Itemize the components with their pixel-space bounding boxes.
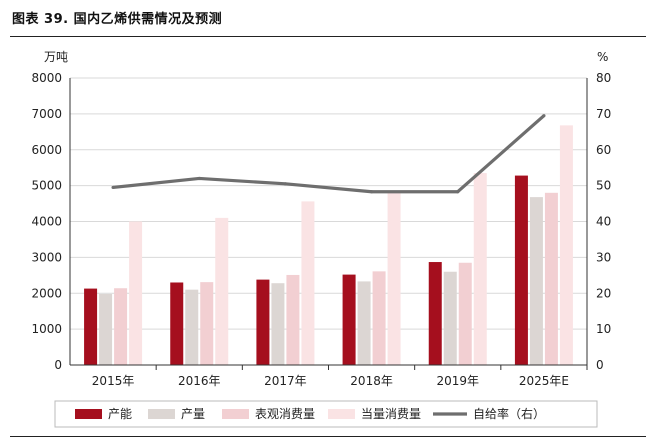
self-sufficiency-point [111,185,115,190]
bar-3 [372,271,386,365]
self-sufficiency-point [283,182,288,186]
bar-1 [428,262,442,365]
self-sufficiency-polyline [112,114,545,194]
bar-4 [215,217,229,365]
legend-swatch [75,409,102,419]
legend-swatch [222,409,249,419]
bar-4 [387,192,401,365]
legend-box [54,400,598,428]
bar-2 [99,293,113,365]
legend-label: 产能 [108,407,132,421]
bar-1 [256,279,270,365]
left-tick-label: 2000 [31,286,62,300]
right-tick-label: 80 [596,71,611,85]
bar-4 [129,221,143,365]
self-sufficiency-point [542,114,546,118]
figure-title: 图表 39. 国内乙烯供需情况及预测 [12,12,223,27]
x-tick-label: 2015年 [92,374,135,388]
left-tick-label: 0 [54,358,62,372]
legend-swatch [148,409,175,419]
bar-4 [559,125,573,365]
bar-3 [200,282,214,365]
left-tick-label: 3000 [31,250,62,264]
left-tick-label: 8000 [31,71,62,85]
self-sufficiency-line [111,114,546,194]
bar-3 [458,262,472,365]
legend-label: 表观消费量 [255,407,315,421]
legend-label: 产量 [181,407,205,421]
x-tick-label: 2019年 [436,374,479,388]
right-tick-label: 10 [596,322,611,336]
axis-labels: 0 1000 2000 3000 4000 5000 6000 7000 8000 0 10 20 30… [31,71,611,388]
bar-3 [544,192,558,365]
title-divider [10,36,646,37]
bar-2 [443,271,457,365]
left-tick-label: 7000 [31,107,62,121]
grid-lines [70,77,587,330]
bar-4 [473,173,487,365]
bar-1 [170,282,184,365]
self-sufficiency-point [369,190,374,194]
bar-2 [529,197,543,365]
left-axis-unit: 万吨 [44,50,68,64]
right-tick-label: 50 [596,179,611,193]
right-tick-label: 60 [596,143,611,157]
bar-1 [342,274,356,365]
left-tick-label: 5000 [31,179,62,193]
bar-2 [357,281,371,365]
bar-3 [286,274,300,365]
right-tick-label: 30 [596,250,611,264]
bar-1 [84,288,98,365]
x-tick-label: 2018年 [350,374,393,388]
left-tick-label: 4000 [31,215,62,229]
bar-2 [185,289,199,365]
x-tick-label: 2016年 [178,374,221,388]
right-tick-label: 0 [596,358,604,372]
legend: 产能 产量 表观消费量 当量消费量 自给率（右） [54,400,598,428]
legend-swatch [328,409,355,419]
left-tick-label: 1000 [31,322,62,336]
x-tick-label: 2017年 [264,374,307,388]
bottom-divider [10,436,646,437]
x-tick-label: 2025年E [519,374,569,388]
bar-4 [301,201,315,365]
left-tick-label: 6000 [31,143,62,157]
legend-label: 自给率（右） [473,406,545,421]
bar-2 [271,283,285,365]
axes [69,78,588,370]
bar-3 [114,288,128,365]
right-tick-label: 70 [596,107,611,121]
legend-label: 当量消费量 [361,407,421,421]
right-tick-label: 40 [596,215,611,229]
right-axis-unit: % [597,50,608,64]
self-sufficiency-point [456,190,460,194]
bar-1 [514,175,528,365]
bars [84,125,573,365]
self-sufficiency-point [197,176,201,181]
right-tick-label: 20 [596,286,611,300]
